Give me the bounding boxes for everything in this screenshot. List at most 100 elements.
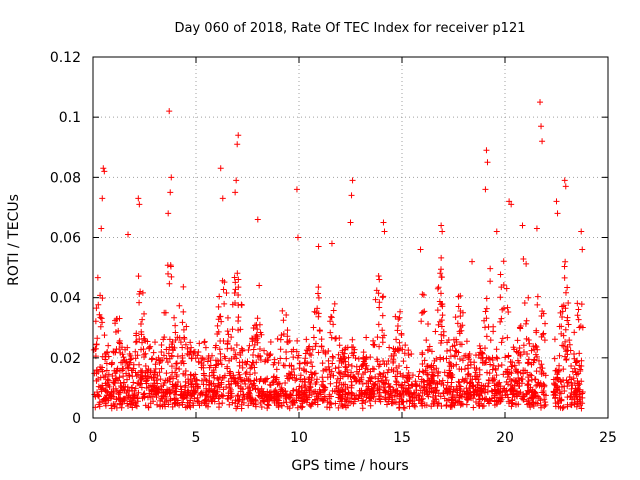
data-point [443, 355, 450, 362]
data-point [498, 315, 505, 322]
data-point [179, 352, 186, 359]
data-point [379, 294, 386, 301]
data-point [423, 371, 430, 378]
data-point [379, 339, 386, 346]
data-point [568, 380, 575, 387]
data-point [172, 322, 179, 329]
data-point [459, 309, 466, 316]
data-point [562, 289, 569, 296]
data-point [226, 357, 233, 364]
data-point [214, 322, 221, 329]
data-point [424, 347, 431, 354]
data-point [231, 290, 238, 297]
data-point [330, 372, 337, 379]
data-point [243, 369, 250, 376]
data-point [95, 392, 102, 399]
data-point [97, 314, 104, 321]
data-point [235, 132, 242, 139]
data-point [497, 394, 504, 401]
data-point [486, 370, 493, 377]
data-point [190, 402, 197, 409]
data-point [429, 394, 436, 401]
data-point [182, 382, 189, 389]
data-point [116, 339, 123, 346]
data-point [221, 279, 228, 286]
data-point [531, 388, 538, 395]
data-point [320, 383, 327, 390]
data-point [166, 280, 173, 287]
data-point [566, 341, 573, 348]
data-point [376, 343, 383, 350]
data-point [405, 347, 412, 354]
data-point [575, 316, 582, 323]
data-point [576, 388, 583, 395]
data-point [560, 342, 567, 349]
data-point [234, 141, 241, 148]
data-point [483, 295, 490, 302]
data-point [158, 386, 165, 393]
data-point [374, 358, 381, 365]
data-point [218, 381, 225, 388]
data-point [133, 403, 140, 410]
data-point [212, 344, 219, 351]
data-point [574, 391, 581, 398]
data-point [328, 401, 335, 408]
data-point [380, 384, 387, 391]
data-point [370, 341, 377, 348]
data-point [419, 368, 426, 375]
data-point [198, 355, 205, 362]
data-point [152, 339, 159, 346]
data-point [316, 386, 323, 393]
data-point [154, 380, 161, 387]
data-point [435, 400, 442, 407]
data-point [236, 396, 243, 403]
data-point [491, 382, 498, 389]
data-point [293, 386, 300, 393]
data-point [310, 324, 317, 331]
data-point [514, 357, 521, 364]
data-point [196, 402, 203, 409]
data-point [474, 388, 481, 395]
data-point [291, 372, 298, 379]
data-point [459, 357, 466, 364]
data-point [577, 367, 584, 374]
data-point [188, 355, 195, 362]
data-point [493, 228, 500, 235]
data-point [137, 288, 144, 295]
data-point [456, 398, 463, 405]
data-point [522, 367, 529, 374]
data-point [142, 362, 149, 369]
data-point [250, 359, 257, 366]
data-point [319, 360, 326, 367]
data-point [100, 165, 107, 172]
data-point [525, 387, 532, 394]
data-point [286, 337, 293, 344]
data-point [217, 338, 224, 345]
data-point [487, 265, 494, 272]
data-point [129, 367, 136, 374]
data-point [552, 367, 559, 374]
data-point [258, 331, 265, 338]
data-point [267, 338, 274, 345]
data-point [96, 311, 103, 318]
data-point [408, 351, 415, 358]
data-point [490, 362, 497, 369]
data-point [231, 274, 238, 281]
data-point [382, 394, 389, 401]
data-point [482, 308, 489, 315]
data-point [365, 383, 372, 390]
data-point [322, 350, 329, 357]
data-point [371, 391, 378, 398]
data-point [229, 399, 236, 406]
data-point [433, 396, 440, 403]
data-point [101, 332, 108, 339]
data-point [358, 363, 365, 370]
data-point [249, 335, 256, 342]
data-point [103, 392, 110, 399]
data-point [434, 370, 441, 377]
data-point [391, 348, 398, 355]
data-point [403, 374, 410, 381]
data-point [566, 374, 573, 381]
data-point [537, 364, 544, 371]
